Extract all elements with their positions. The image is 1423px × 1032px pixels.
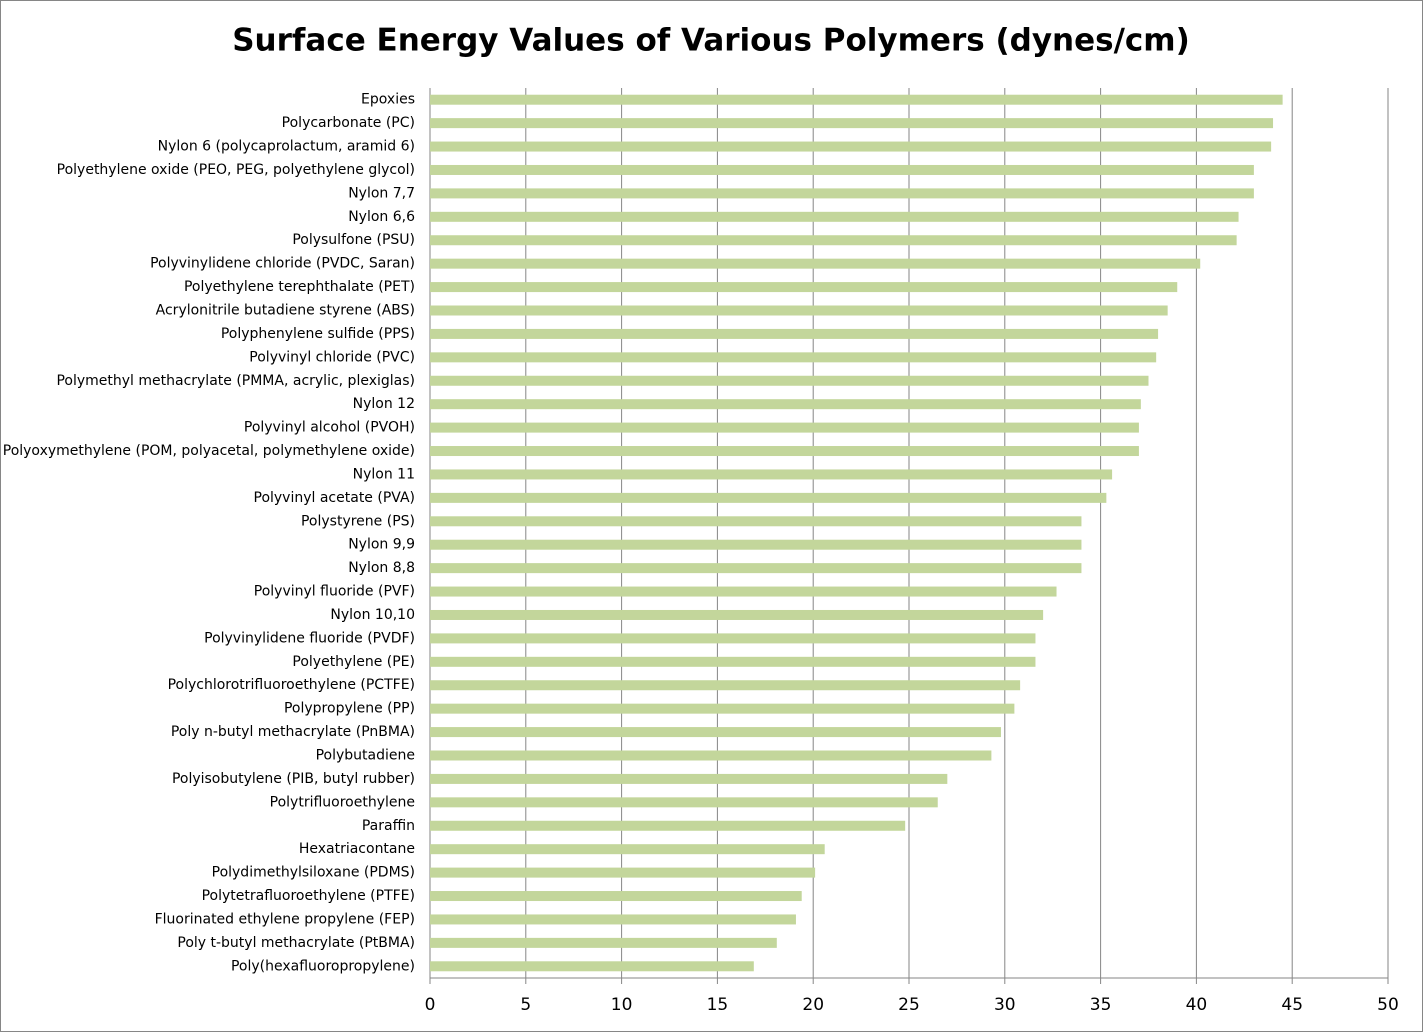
- bar: [430, 539, 1082, 550]
- bar: [430, 94, 1283, 105]
- y-tick-label: Polyvinyl chloride (PVC): [249, 349, 415, 365]
- bar: [430, 961, 754, 972]
- bar: [430, 914, 796, 925]
- bar: [430, 867, 816, 878]
- x-tick-label: 30: [994, 995, 1016, 1015]
- x-tick-label: 35: [1090, 995, 1112, 1015]
- y-tick-label: Nylon 9,9: [348, 537, 415, 553]
- bar: [430, 820, 906, 831]
- y-tick-label: Nylon 12: [353, 396, 415, 412]
- bar: [430, 375, 1149, 386]
- bar: [430, 492, 1107, 503]
- bar: [430, 399, 1141, 410]
- x-tick-label: 25: [898, 995, 920, 1015]
- y-tick-label: Polyphenylene sulfide (PPS): [221, 326, 415, 342]
- y-tick-label: Polybutadiene: [316, 748, 415, 764]
- bar: [430, 633, 1036, 644]
- y-tick-label: Polyethylene oxide (PEO, PEG, polyethyle…: [57, 162, 415, 178]
- x-tick-label: 15: [707, 995, 729, 1015]
- bar: [430, 211, 1239, 222]
- bar: [430, 937, 777, 948]
- y-tick-label: Nylon 11: [353, 466, 415, 482]
- bar: [430, 680, 1021, 691]
- y-tick-label: Polydimethylsiloxane (PDMS): [212, 865, 415, 881]
- chart-title: Surface Energy Values of Various Polymer…: [232, 23, 1190, 59]
- x-tick-label: 0: [425, 995, 436, 1015]
- y-tick-label: Polyoxymethylene (POM, polyacetal, polym…: [3, 443, 415, 459]
- bar: [430, 118, 1274, 129]
- bar: [430, 469, 1113, 480]
- y-tick-label: Nylon 7,7: [348, 185, 415, 201]
- bar: [430, 844, 825, 855]
- y-tick-label: Acrylonitrile butadiene styrene (ABS): [156, 303, 415, 319]
- bar: [430, 352, 1157, 363]
- x-tick-label: 50: [1377, 995, 1399, 1015]
- bar: [430, 305, 1168, 316]
- bar: [430, 656, 1036, 667]
- bar: [430, 141, 1272, 152]
- y-tick-label: Nylon 6 (polycaprolactum, aramid 6): [158, 139, 415, 155]
- bar: [430, 727, 1001, 738]
- y-tick-label: Poly n-butyl methacrylate (PnBMA): [171, 724, 415, 740]
- bar: [430, 235, 1237, 246]
- bar: [430, 328, 1159, 339]
- y-tick-label: Polychlorotrifluoroethylene (PCTFE): [168, 677, 415, 693]
- y-tick-label: Polymethyl methacrylate (PMMA, acrylic, …: [56, 373, 415, 389]
- y-tick-label: Nylon 10,10: [330, 607, 415, 623]
- y-tick-label: Polyethylene terephthalate (PET): [184, 279, 415, 295]
- bar: [430, 446, 1139, 457]
- bar: [430, 188, 1254, 199]
- y-tick-label: Nylon 8,8: [348, 560, 415, 576]
- y-tick-label: Polyethylene (PE): [292, 654, 415, 670]
- x-tick-label: 40: [1186, 995, 1208, 1015]
- bar: [430, 609, 1044, 620]
- y-tick-label: Epoxies: [361, 92, 415, 108]
- y-tick-label: Polyisobutylene (PIB, butyl rubber): [172, 771, 415, 787]
- y-tick-label: Polytrifluoroethylene: [270, 794, 415, 810]
- x-tick-label: 20: [802, 995, 824, 1015]
- bar: [430, 516, 1082, 527]
- bar: [430, 164, 1254, 175]
- y-tick-label: Polysulfone (PSU): [292, 232, 415, 248]
- x-tick-label: 10: [611, 995, 633, 1015]
- bar: [430, 750, 992, 761]
- y-tick-label: Polytetrafluoroethylene (PTFE): [202, 888, 415, 904]
- y-tick-label: Polyvinylidene chloride (PVDC, Saran): [150, 256, 415, 272]
- y-tick-label: Polypropylene (PP): [284, 701, 415, 717]
- bar: [430, 891, 802, 902]
- y-tick-label: Polyvinyl alcohol (PVOH): [244, 420, 415, 436]
- y-tick-label: Polyvinylidene fluoride (PVDF): [204, 630, 415, 646]
- y-tick-label: Polyvinyl fluoride (PVF): [254, 584, 415, 600]
- bar: [430, 563, 1082, 574]
- bar: [430, 422, 1139, 433]
- bar: [430, 258, 1201, 269]
- y-tick-label: Polystyrene (PS): [301, 513, 415, 529]
- y-tick-label: Hexatriacontane: [299, 841, 415, 857]
- y-tick-label: Poly(hexafluoropropylene): [231, 958, 415, 974]
- y-tick-label: Nylon 6,6: [348, 209, 415, 225]
- bar: [430, 797, 938, 808]
- x-tick-label: 45: [1281, 995, 1303, 1015]
- bar: [430, 586, 1057, 597]
- bar: [430, 282, 1178, 293]
- y-tick-label: Poly t-butyl methacrylate (PtBMA): [177, 935, 415, 951]
- y-tick-label: Fluorinated ethylene propylene (FEP): [155, 911, 415, 927]
- y-tick-label: Polyvinyl acetate (PVA): [254, 490, 416, 506]
- y-tick-label: Polycarbonate (PC): [282, 115, 415, 131]
- bar: [430, 703, 1015, 714]
- x-tick-label: 5: [520, 995, 531, 1015]
- bar: [430, 773, 948, 784]
- y-tick-label: Paraffin: [362, 818, 415, 834]
